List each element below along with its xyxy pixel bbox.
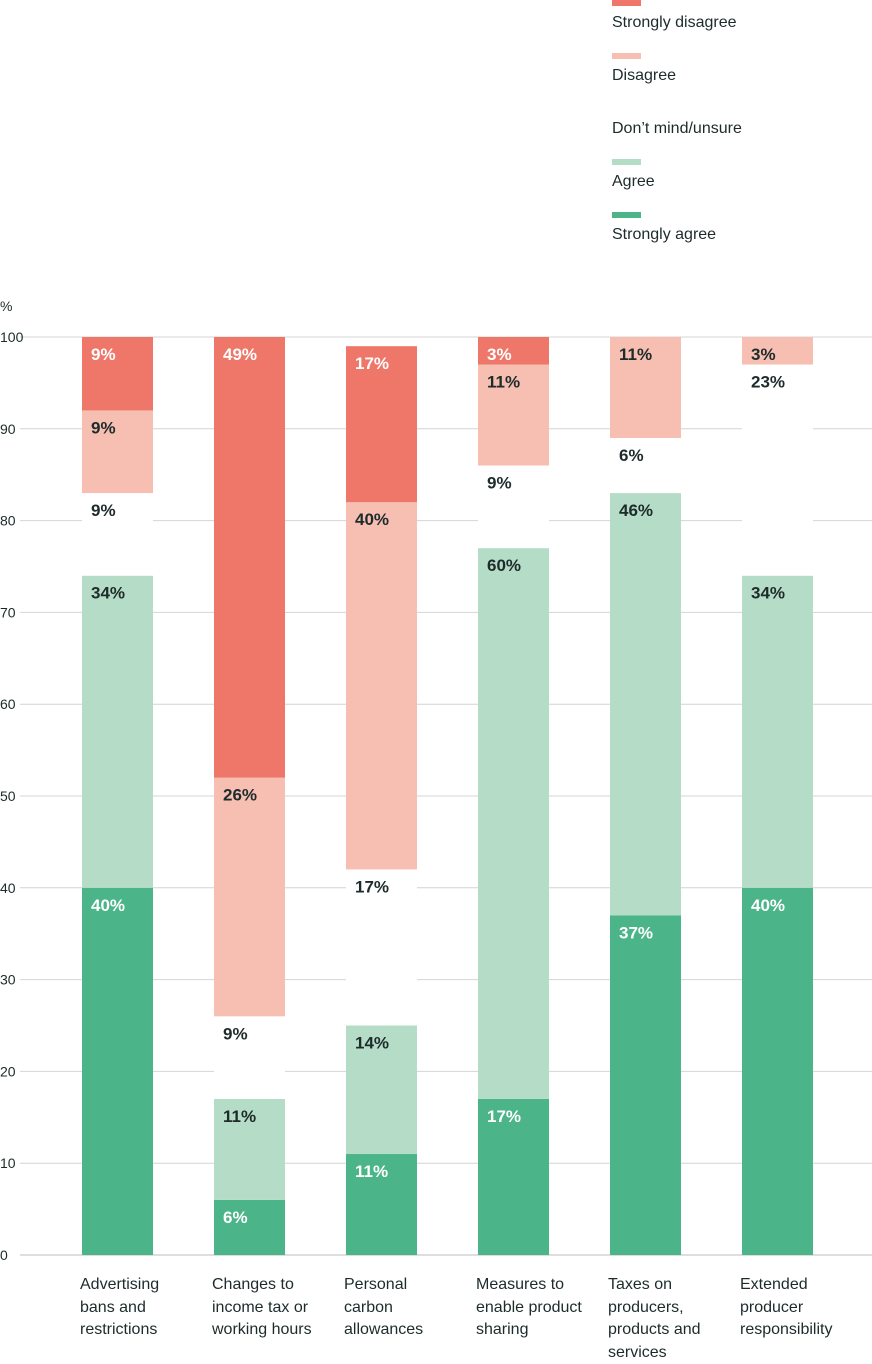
data-label: 17%	[487, 1107, 521, 1126]
legend-swatch-agree	[612, 159, 641, 165]
bar-segment	[346, 869, 417, 1026]
data-label: 46%	[619, 501, 653, 520]
bar-segment	[478, 548, 549, 1099]
legend-label-disagree: Disagree	[612, 67, 677, 84]
legend-swatch-unsure	[612, 106, 641, 112]
data-label: 11%	[223, 1107, 256, 1126]
data-label: 17%	[355, 354, 389, 373]
bar-segment	[82, 575, 153, 888]
bar-segment	[478, 364, 549, 466]
data-label: 37%	[619, 923, 653, 942]
bar-segment	[478, 337, 549, 365]
legend-label-agree: Agree	[612, 173, 655, 190]
data-label: 34%	[751, 584, 785, 603]
bar-segment	[610, 493, 681, 916]
bar-segment	[610, 437, 681, 494]
category-label: Changes to income tax or working hours	[212, 1276, 312, 1338]
data-label: 34%	[91, 584, 125, 603]
bar-segment	[214, 1098, 285, 1200]
bar-segment	[214, 1199, 285, 1255]
legend-label-strongly-disagree: Strongly disagree	[612, 14, 737, 31]
y-tick-label: 100	[0, 329, 24, 345]
bar-segment	[478, 465, 549, 549]
legend-swatch-disagree	[612, 53, 641, 59]
y-tick-label: 50	[0, 788, 16, 804]
stacked-bar-chart: 0 10 20 30 40 50 60 70 80 90 100 40% 34% 9% 9% 9% 6% 11%…	[0, 329, 872, 1263]
y-axis-unit: %	[0, 298, 13, 314]
data-label: 6%	[619, 446, 644, 465]
bar-segment	[346, 502, 417, 870]
y-tick-label: 30	[0, 972, 16, 988]
data-label: 49%	[223, 345, 257, 364]
data-label: 40%	[751, 896, 785, 915]
bar-segment	[742, 364, 813, 576]
bar-segment	[478, 1098, 549, 1255]
data-label: 40%	[91, 896, 125, 915]
legend-swatch-strongly-agree	[612, 212, 641, 218]
bar-segment	[82, 410, 153, 494]
category-label: Extended producer responsibility	[740, 1276, 833, 1338]
legend-label-strongly-agree: Strongly agree	[612, 226, 717, 243]
grid-lines	[20, 336, 872, 1256]
data-label: 3%	[751, 345, 776, 364]
y-tick-label: 20	[0, 1063, 16, 1079]
data-label: 17%	[355, 877, 389, 896]
bars	[82, 337, 813, 1255]
y-tick-label: 40	[0, 880, 16, 896]
data-labels: 40% 34% 9% 9% 9% 6% 11% 9% 26% 49% 11% 14% 17% 40% 17%…	[91, 345, 785, 1227]
legend-swatch-strongly-disagree	[612, 0, 641, 6]
bar-segment	[214, 337, 285, 778]
bar-segment	[610, 915, 681, 1255]
y-tick-label: 90	[0, 421, 16, 437]
y-tick-label: 80	[0, 513, 16, 529]
data-label: 9%	[487, 474, 512, 493]
data-label: 14%	[355, 1034, 389, 1053]
y-tick-label: 10	[0, 1155, 16, 1171]
bar-segment	[82, 887, 153, 1255]
bar-segment	[742, 575, 813, 888]
data-label: 3%	[487, 345, 512, 364]
bar-segment	[346, 1025, 417, 1155]
data-label: 11%	[487, 373, 520, 392]
bar-segment	[742, 887, 813, 1255]
bar-segment	[214, 1016, 285, 1099]
data-label: 60%	[487, 556, 521, 575]
bar-segment	[610, 337, 681, 438]
y-tick-label: 70	[0, 604, 16, 620]
data-label: 11%	[619, 345, 652, 364]
y-axis-ticks: 0 10 20 30 40 50 60 70 80 90 100	[0, 329, 24, 1263]
data-label: 9%	[91, 418, 116, 437]
bar-segment	[82, 337, 153, 411]
data-label: 26%	[223, 786, 257, 805]
bar-segment	[742, 337, 813, 365]
data-label: 23%	[751, 373, 785, 392]
category-label: Measures to enable product sharing	[476, 1276, 582, 1338]
category-label: Advertising bans and restrictions	[80, 1276, 160, 1338]
bar-segment	[214, 777, 285, 1017]
y-tick-label: 60	[0, 696, 16, 712]
bar-segment	[82, 493, 153, 576]
data-label: 9%	[91, 501, 116, 520]
bar-segment	[346, 346, 417, 503]
data-label: 6%	[223, 1208, 248, 1227]
category-label: Personal carbon allowances	[344, 1276, 424, 1338]
legend-label-unsure: Don’t mind/unsure	[612, 120, 742, 137]
category-label: Taxes on producers, products and services	[608, 1276, 701, 1361]
data-label: 11%	[355, 1162, 388, 1181]
data-label: 9%	[91, 345, 116, 364]
data-label: 9%	[223, 1024, 248, 1043]
y-tick-label: 0	[0, 1247, 8, 1263]
bar-segment	[346, 1154, 417, 1255]
data-label: 40%	[355, 510, 389, 529]
